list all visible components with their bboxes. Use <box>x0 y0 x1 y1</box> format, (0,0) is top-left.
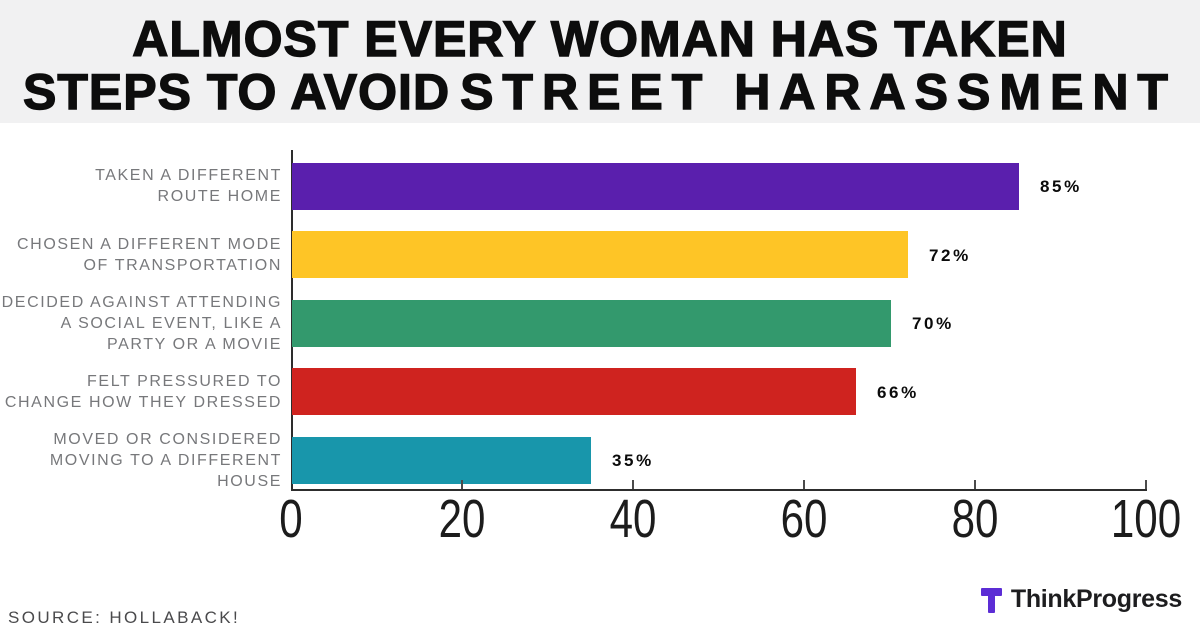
axis-tick <box>632 480 634 489</box>
bar <box>292 368 856 416</box>
value-label: 70% <box>912 314 954 333</box>
title-band: ALMOST EVERY WOMAN HAS TAKEN STEPS TO AV… <box>0 0 1200 123</box>
value-label: 66% <box>877 382 919 402</box>
category-label: MOVED OR CONSIDERED MOVING TO A DIFFERENT… <box>49 430 282 490</box>
bar-row: DECIDED AGAINST ATTENDING A SOCIAL EVENT,… <box>0 289 1200 358</box>
bar-row: FELT PRESSURED TO CHANGE HOW THEY DRESSED… <box>0 358 1200 427</box>
x-axis-line <box>291 488 1147 491</box>
x-tick-label: 0 <box>279 489 303 549</box>
bar <box>292 299 891 347</box>
thinkprogress-logo: ThinkProgress <box>980 585 1182 614</box>
axis-tick <box>803 480 805 489</box>
x-tick-label: 40 <box>609 489 657 549</box>
chart-title-line-1: ALMOST EVERY WOMAN HAS TAKEN <box>132 11 1068 67</box>
axis-tick <box>974 480 976 489</box>
x-tick-label: 60 <box>780 489 828 549</box>
value-label: 35% <box>612 451 654 470</box>
title-line2-start: STEPS TO AVOID <box>22 64 451 120</box>
category-label: CHOSEN A DIFFERENT MODE OF TRANSPORTATION <box>17 235 282 274</box>
bar <box>292 231 908 279</box>
bar-row: TAKEN A DIFFERENT ROUTE HOME 85% <box>0 152 1200 221</box>
bar-row: CHOSEN A DIFFERENT MODE OF TRANSPORTATION… <box>0 221 1200 290</box>
thinkprogress-t-icon <box>980 588 1002 613</box>
value-label: 72% <box>929 245 971 265</box>
bar <box>292 162 1019 210</box>
category-label: TAKEN A DIFFERENT ROUTE HOME <box>95 167 282 206</box>
x-tick-label: 20 <box>438 489 486 549</box>
chart-title-line-2: STEPS TO AVOID STREET HARASSMENT <box>0 64 1200 120</box>
axis-tick <box>1145 480 1147 489</box>
value-label: 85% <box>1040 177 1082 196</box>
bar-row: MOVED OR CONSIDERED MOVING TO A DIFFERENT… <box>0 426 1200 495</box>
category-label: FELT PRESSURED TO CHANGE HOW THEY DRESSED <box>4 372 282 411</box>
axis-tick <box>461 480 463 489</box>
category-label: DECIDED AGAINST ATTENDING A SOCIAL EVENT,… <box>1 293 282 353</box>
title-line2-spaced: STREET HARASSMENT <box>459 64 1177 120</box>
thinkprogress-wordmark: ThinkProgress <box>1010 585 1182 613</box>
bar <box>292 436 591 484</box>
x-tick-label: 80 <box>951 489 999 549</box>
source-credit: SOURCE: HOLLABACK! <box>8 608 241 627</box>
x-tick-label: 100 <box>1110 489 1182 549</box>
